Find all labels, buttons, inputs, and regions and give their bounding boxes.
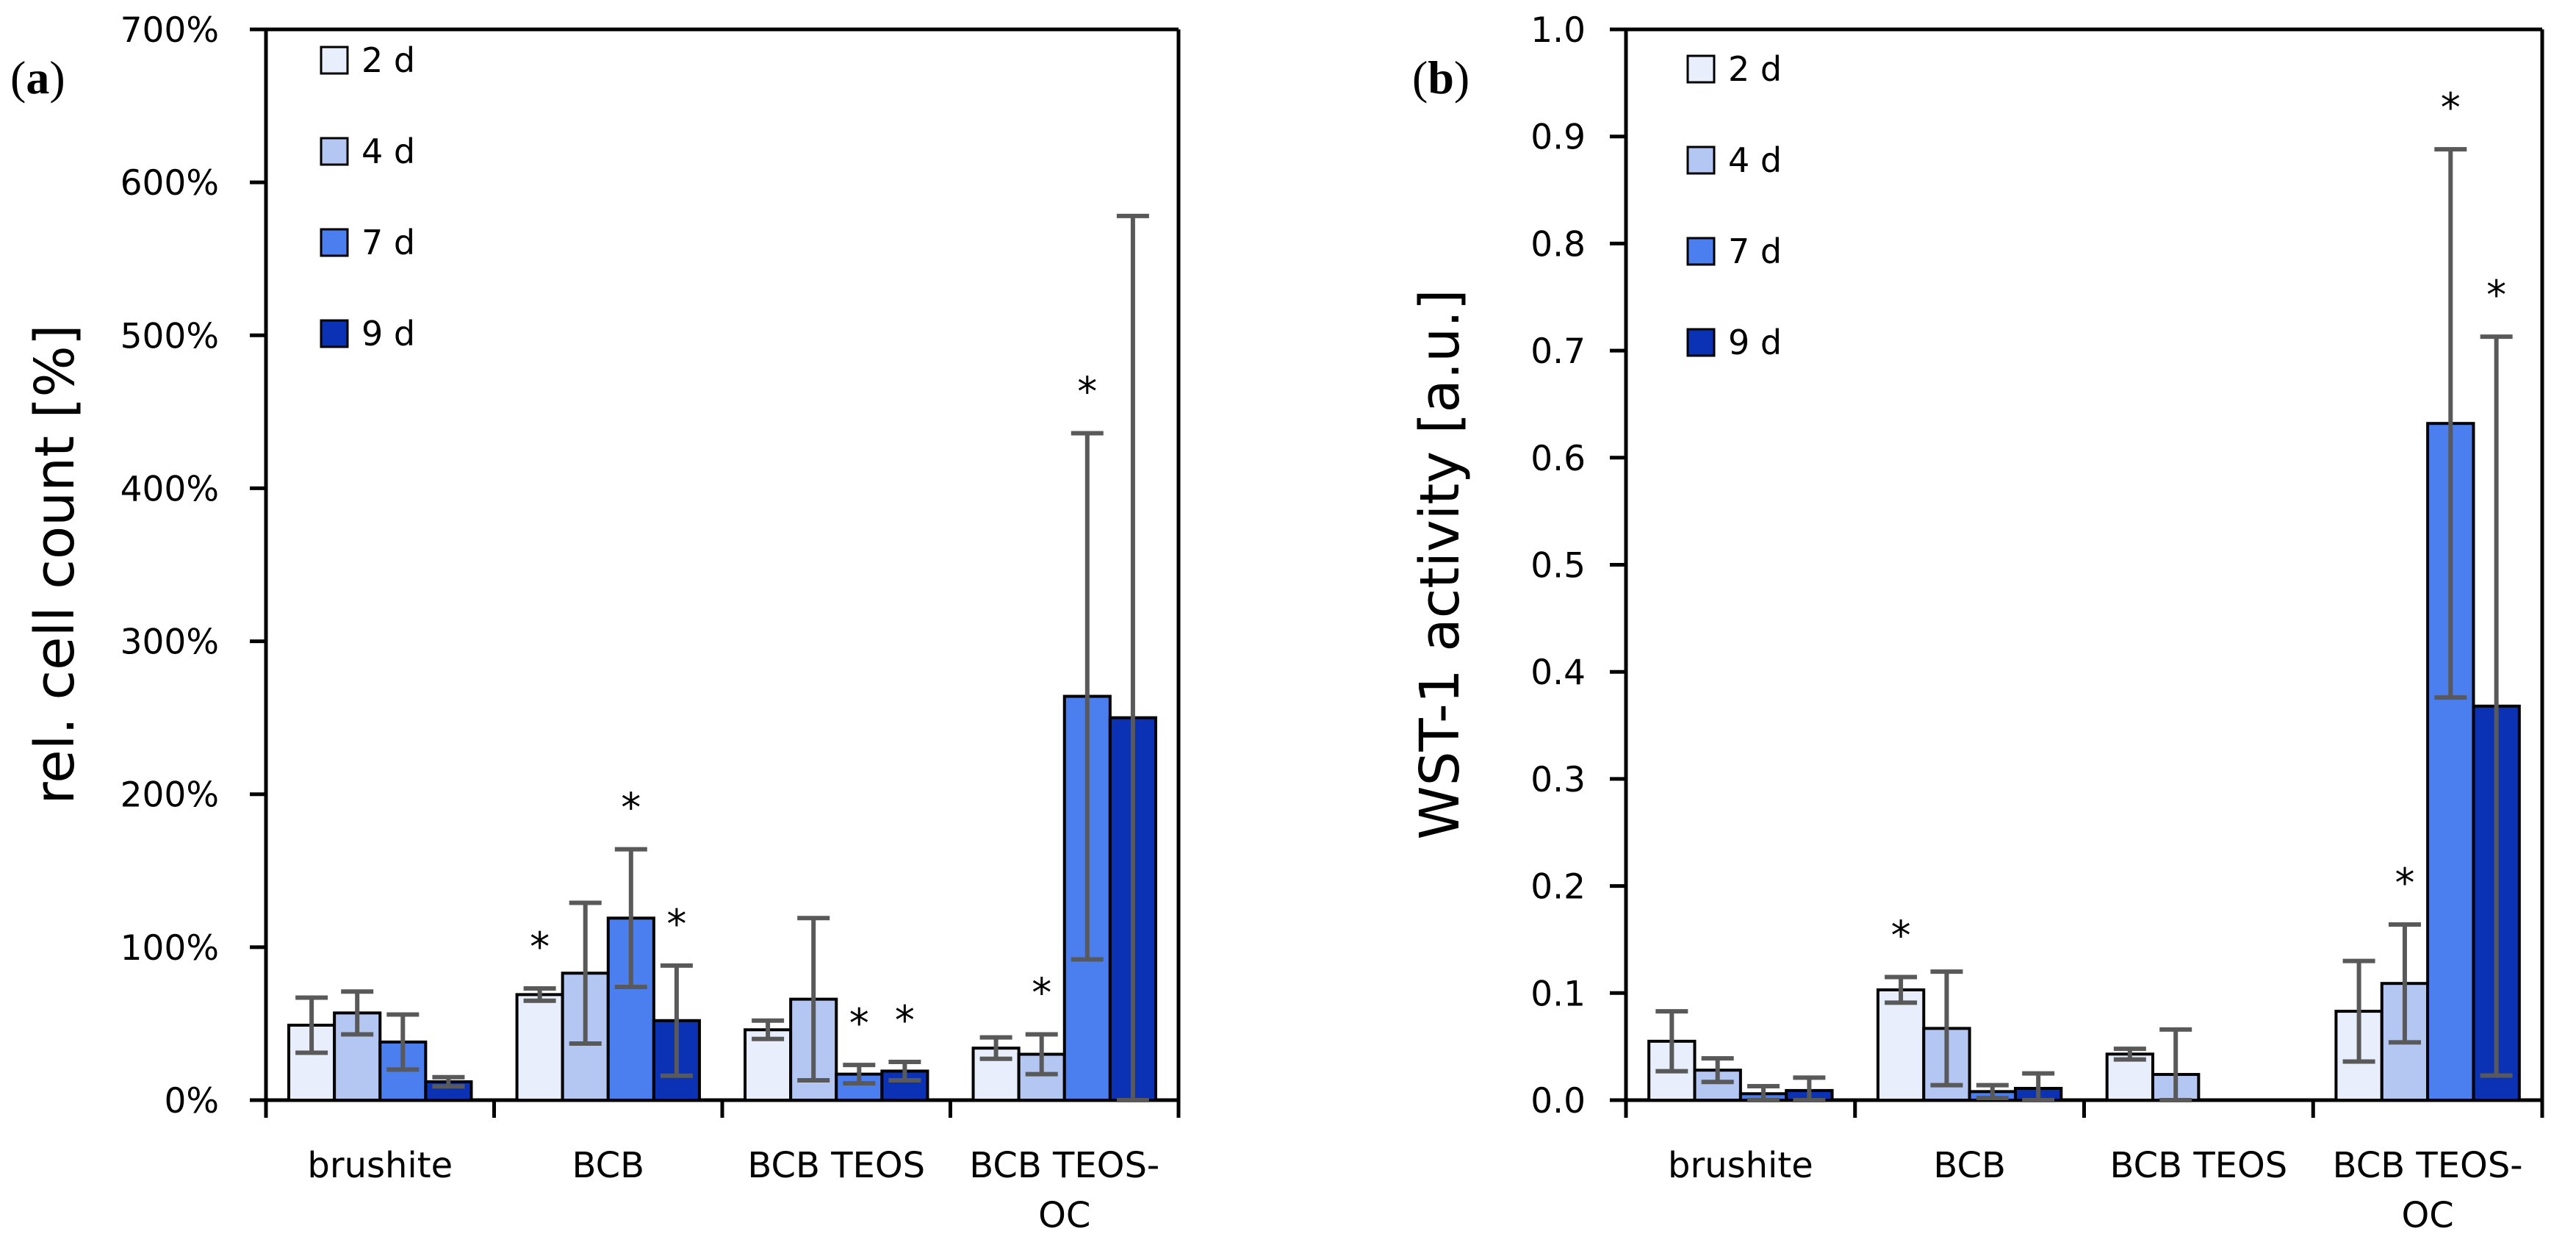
legend-label: 9 d — [361, 314, 415, 353]
x-category-label: brushite — [1668, 1145, 1813, 1186]
y-axis-title: rel. cell count [%] — [24, 324, 87, 804]
legend-swatch — [320, 319, 349, 348]
legend-swatch — [1686, 54, 1716, 84]
legend-label: 2 d — [361, 40, 415, 80]
bar — [2105, 1052, 2155, 1102]
significance-marker: * — [2486, 272, 2506, 318]
y-tick-label: 0.1 — [1530, 974, 1586, 1014]
significance-marker: * — [1891, 912, 1911, 958]
legend-swatch — [320, 228, 349, 257]
y-tick-label: 0.7 — [1530, 331, 1586, 372]
legend-label: 7 d — [361, 223, 415, 262]
panel-a: (a) rel. cell count [%] 0% 100% 200% 300% 400… — [10, 10, 1181, 1236]
x-category-label: BCB TEOS — [2110, 1145, 2288, 1186]
bar — [515, 993, 564, 1102]
y-tick-label: 200% — [120, 775, 219, 816]
significance-marker: * — [849, 1000, 869, 1046]
significance-marker: * — [530, 924, 550, 970]
significance-marker: * — [895, 997, 915, 1044]
y-tick-label: 400% — [120, 469, 219, 509]
legend-label: 2 d — [1728, 49, 1782, 89]
legend-label: 9 d — [1728, 323, 1782, 362]
y-tick-label: 300% — [120, 622, 219, 663]
x-category-label: BCB — [572, 1145, 644, 1186]
y-tick-label: 0.4 — [1530, 653, 1586, 693]
legend-swatch — [1686, 237, 1716, 266]
y-tick-label: 0.9 — [1530, 118, 1586, 158]
y-tick-label: 600% — [120, 163, 219, 204]
y-tick-label: 0.3 — [1530, 760, 1586, 800]
panel-label-a: (a) — [10, 51, 65, 104]
x-category-label: OC — [2401, 1195, 2453, 1236]
panel-b: (b) WST-1 activity [a.u.] 0.0 0.1 0.2 0.3 0.4… — [1408, 10, 2544, 1236]
x-category-label: BCB — [1933, 1145, 2006, 1186]
y-tick-label: 0% — [164, 1081, 219, 1121]
x-category-label: BCB TEOS — [747, 1145, 925, 1186]
y-tick-label: 500% — [120, 316, 219, 356]
significance-marker: * — [666, 901, 686, 947]
bar — [1876, 988, 1926, 1102]
y-tick-label: 0.6 — [1530, 439, 1586, 479]
y-tick-label: 0.0 — [1530, 1081, 1586, 1121]
x-category-label: brushite — [307, 1145, 453, 1186]
legend-label: 7 d — [1728, 231, 1782, 271]
legend-swatch — [1686, 146, 1716, 175]
legend-label: 4 d — [361, 132, 415, 171]
significance-marker: * — [621, 785, 641, 831]
y-tick-label: 700% — [120, 10, 219, 51]
legend-swatch — [320, 137, 349, 166]
significance-marker: * — [1032, 969, 1051, 1016]
significance-marker: * — [1077, 368, 1097, 414]
x-category-label: OC — [1038, 1195, 1090, 1236]
legend-label: 4 d — [1728, 140, 1782, 180]
y-tick-label: 100% — [120, 928, 219, 969]
legend-swatch — [1686, 328, 1716, 357]
legend-swatch — [320, 46, 349, 75]
panel-label-b: (b) — [1412, 51, 1469, 104]
x-category-label: BCB TEOS- — [969, 1145, 1159, 1186]
significance-marker: * — [2395, 860, 2414, 906]
x-category-label: BCB TEOS- — [2333, 1145, 2523, 1186]
y-tick-label: 0.2 — [1530, 867, 1586, 908]
y-tick-label: 1.0 — [1530, 10, 1586, 51]
y-tick-label: 0.5 — [1530, 546, 1586, 586]
y-axis-title: WST-1 activity [a.u.] — [1408, 289, 1472, 839]
y-tick-label: 0.8 — [1530, 224, 1586, 265]
significance-marker: * — [2441, 85, 2461, 131]
